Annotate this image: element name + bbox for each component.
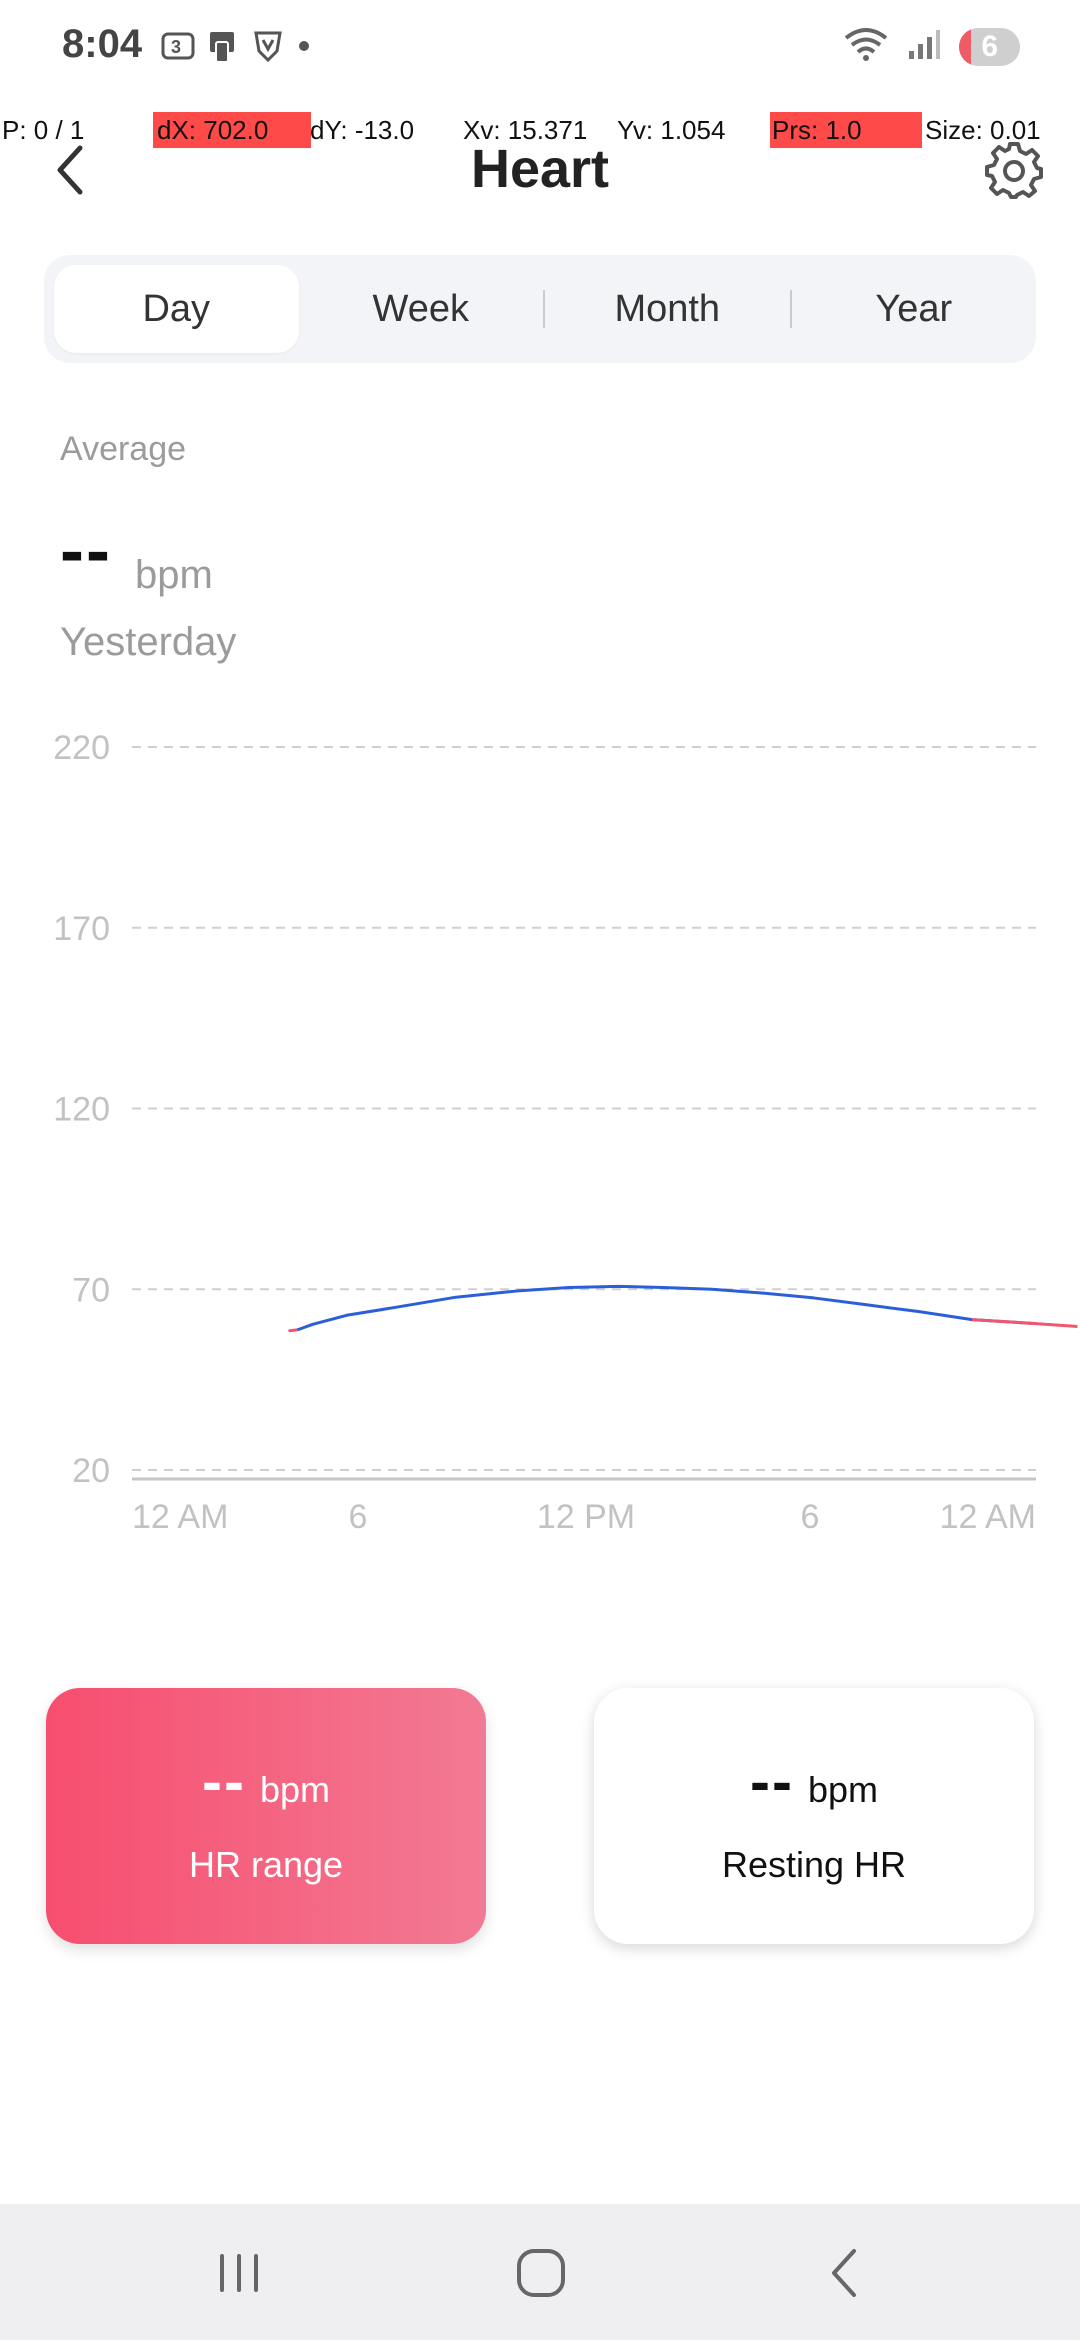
vpn-shield-icon xyxy=(252,29,284,68)
back-button[interactable] xyxy=(50,140,90,200)
pointer-debug-overlay: P: 0 / 1 dX: 702.0 dY: -13.0 Xv: 15.371 … xyxy=(0,112,1080,148)
settings-button[interactable] xyxy=(984,140,1044,200)
recent-apps-icon xyxy=(220,2254,258,2292)
x-tick-label: 6 xyxy=(349,1498,368,1536)
svg-text:3: 3 xyxy=(171,37,181,57)
tab-divider xyxy=(789,290,792,328)
debug-xv: Xv: 15.371 xyxy=(463,115,588,145)
x-tick-label: 12 PM xyxy=(537,1498,635,1536)
home-icon xyxy=(517,2249,565,2297)
y-tick-label: 70 xyxy=(72,1271,110,1309)
hr-range-unit: bpm xyxy=(259,1768,330,1810)
hr-range-card[interactable]: -- bpm HR range xyxy=(46,1688,486,1944)
resting-hr-value: -- xyxy=(750,1747,794,1815)
tab-month[interactable]: Month xyxy=(614,287,721,330)
chevron-left-icon xyxy=(57,145,83,195)
x-tick-label: 6 xyxy=(801,1498,820,1536)
status-left-icons: 3 xyxy=(160,28,314,69)
y-tick-label: 170 xyxy=(53,910,110,948)
status-time: 8:04 xyxy=(62,22,143,66)
heart-rate-chart[interactable]: 20 70 120 170 220 12 AM 6 12 PM 6 12 AM xyxy=(0,700,1080,1660)
tab-day[interactable]: Day xyxy=(54,265,299,353)
battery-indicator: 6 xyxy=(959,27,1020,66)
average-label: Average xyxy=(60,430,187,468)
series-end-segment xyxy=(971,1318,1078,1328)
wifi-icon xyxy=(843,26,889,67)
resting-hr-label: Resting HR xyxy=(721,1843,907,1885)
status-right-icons: 6 xyxy=(843,26,1020,67)
phone-card-icon xyxy=(206,28,242,69)
back-icon xyxy=(832,2249,856,2297)
resting-hr-unit: bpm xyxy=(807,1768,878,1810)
debug-yv: Yv: 1.054 xyxy=(617,115,726,145)
dot-icon xyxy=(294,36,314,61)
page-title: Heart xyxy=(470,139,610,199)
y-tick-label: 120 xyxy=(53,1091,110,1129)
average-unit: bpm xyxy=(135,553,213,597)
period-tabs: Day Week Month Year xyxy=(44,255,1036,363)
debug-size: Size: 0.01 xyxy=(925,115,1041,145)
tab-divider xyxy=(543,290,545,328)
average-value: -- xyxy=(60,511,112,591)
debug-dx: dX: 702.0 xyxy=(153,112,311,148)
series-line xyxy=(297,1284,1037,1332)
y-tick-label: 20 xyxy=(72,1452,110,1490)
hr-range-value: -- xyxy=(202,1747,246,1815)
gear-icon xyxy=(985,142,1043,199)
sim-3-icon: 3 xyxy=(160,31,196,66)
hr-range-label: HR range xyxy=(188,1843,344,1885)
y-tick-label: 220 xyxy=(53,729,110,767)
x-tick-label: 12 AM xyxy=(132,1498,228,1536)
tab-year[interactable]: Year xyxy=(875,287,953,330)
debug-prs: Prs: 1.0 xyxy=(770,112,922,148)
x-tick-label: 12 AM xyxy=(940,1498,1036,1536)
system-nav-bar xyxy=(0,2204,1080,2340)
nav-back-button[interactable] xyxy=(800,2228,890,2318)
date-label: Yesterday xyxy=(60,620,237,664)
series-start-segment xyxy=(288,1328,300,1333)
home-button[interactable] xyxy=(496,2228,586,2318)
signal-icon xyxy=(907,27,941,66)
resting-hr-card[interactable]: -- bpm Resting HR xyxy=(594,1688,1034,1944)
debug-dy: dY: -13.0 xyxy=(310,115,415,145)
tab-week[interactable]: Week xyxy=(372,287,469,330)
recent-apps-button[interactable] xyxy=(194,2228,284,2318)
debug-pointer: P: 0 / 1 xyxy=(2,115,85,145)
